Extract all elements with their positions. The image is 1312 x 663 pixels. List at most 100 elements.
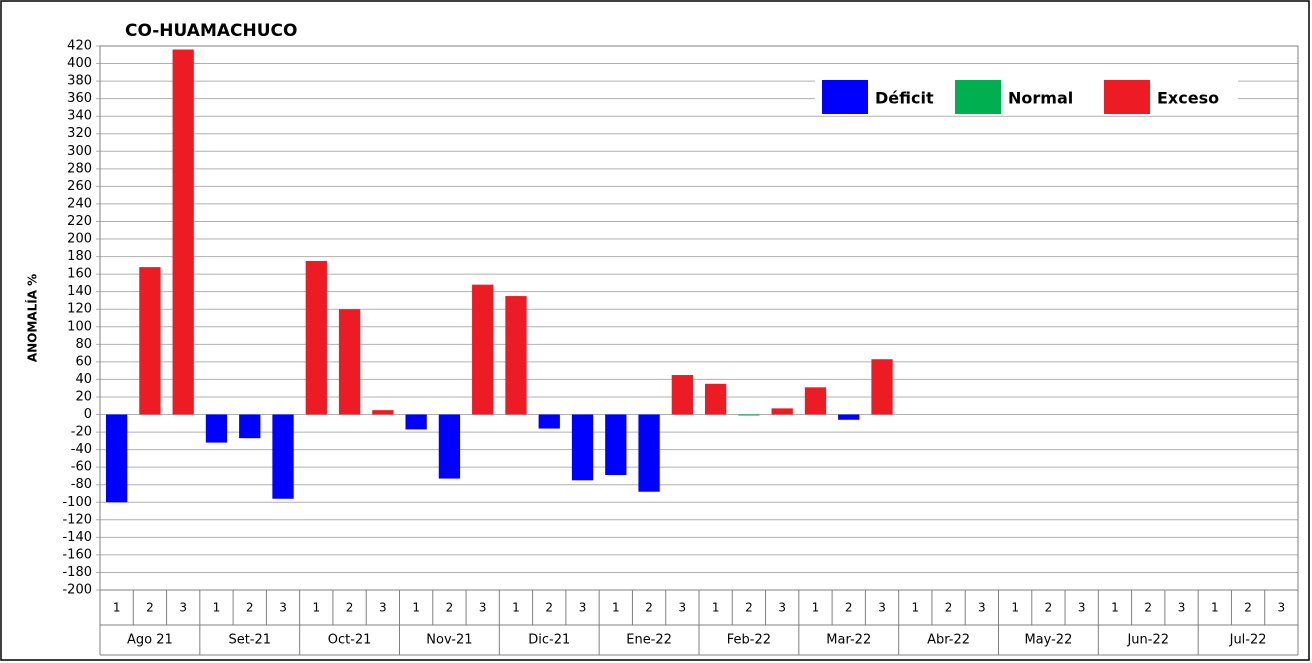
- bar: [704, 383, 727, 415]
- bar: [838, 414, 860, 420]
- x-tick-label: 3: [778, 601, 786, 615]
- x-tick-label: 1: [1211, 601, 1219, 615]
- x-tick-label: 2: [146, 601, 154, 615]
- x-tick-label: 2: [1244, 601, 1252, 615]
- legend-swatch: [955, 80, 1001, 114]
- y-tick-label: 240: [67, 196, 92, 211]
- x-tick-label: 2: [645, 601, 653, 615]
- x-tick-label: 1: [1111, 601, 1119, 615]
- x-tick-label: 1: [113, 601, 121, 615]
- y-tick-label: 400: [67, 56, 92, 71]
- bar: [172, 49, 194, 415]
- legend-label: Déficit: [875, 89, 934, 108]
- x-tick-label: 1: [712, 601, 720, 615]
- group-label: Jul-22: [1229, 633, 1267, 648]
- x-tick-label: 2: [246, 601, 254, 615]
- y-tick-label: -180: [62, 565, 92, 580]
- bar: [405, 414, 427, 430]
- group-label: Dic-21: [528, 633, 570, 648]
- x-tick-label: 3: [1078, 601, 1086, 615]
- bar: [139, 267, 161, 415]
- x-tick-label: 1: [213, 601, 221, 615]
- y-tick-label: 260: [67, 179, 92, 194]
- legend-label: Normal: [1008, 89, 1073, 108]
- bar: [804, 387, 827, 415]
- y-tick-label: 60: [75, 354, 92, 369]
- x-tick-label: 2: [446, 601, 454, 615]
- legend-swatch: [822, 80, 868, 114]
- x-tick-label: 2: [845, 601, 853, 615]
- bar: [871, 359, 893, 415]
- bar: [505, 296, 527, 415]
- y-tick-label: 420: [67, 39, 92, 54]
- bar: [372, 410, 394, 415]
- bar: [571, 414, 594, 481]
- group-label: Ene-22: [626, 633, 672, 648]
- y-tick-label: 20: [75, 389, 92, 404]
- x-tick-label: 2: [1045, 601, 1053, 615]
- y-tick-label: 320: [67, 126, 92, 141]
- x-tick-label: 2: [346, 601, 354, 615]
- group-label: Feb-22: [727, 633, 771, 648]
- y-tick-label: -40: [71, 442, 92, 457]
- x-tick-label: 1: [1011, 601, 1019, 615]
- x-tick-label: 3: [1278, 601, 1286, 615]
- y-tick-label: 300: [67, 144, 92, 159]
- x-tick-label: 2: [545, 601, 553, 615]
- y-tick-label: -140: [62, 530, 92, 545]
- x-tick-label: 3: [1178, 601, 1186, 615]
- y-tick-label: 0: [84, 407, 92, 422]
- bar: [605, 414, 627, 476]
- x-tick-label: 2: [945, 601, 953, 615]
- y-axis-label: ANOMALÍA %: [25, 274, 40, 362]
- y-tick-label: -100: [62, 495, 92, 510]
- bar: [338, 309, 361, 415]
- y-tick-label: 120: [67, 302, 92, 317]
- bar: [771, 408, 793, 415]
- x-tick-label: 1: [312, 601, 320, 615]
- y-tick-label: 200: [67, 232, 92, 247]
- y-tick-label: 160: [67, 267, 92, 282]
- y-tick-label: 100: [67, 319, 92, 334]
- bar: [305, 260, 327, 415]
- x-tick-label: 1: [612, 601, 620, 615]
- bar: [239, 414, 261, 439]
- group-label: Set-21: [228, 633, 271, 648]
- group-label: Mar-22: [826, 633, 871, 648]
- group-label: May-22: [1024, 633, 1072, 648]
- y-tick-label: 140: [67, 284, 92, 299]
- bar: [272, 414, 294, 499]
- x-tick-label: 3: [679, 601, 687, 615]
- legend-box: [815, 80, 1238, 114]
- group-label: Ago 21: [127, 633, 173, 648]
- x-tick-label: 3: [479, 601, 487, 615]
- group-label: Abr-22: [927, 633, 970, 648]
- y-tick-label: -120: [62, 512, 92, 527]
- bar: [438, 414, 461, 479]
- bar: [638, 414, 660, 492]
- bar: [738, 414, 760, 416]
- x-tick-label: 3: [579, 601, 587, 615]
- x-tick-label: 1: [412, 601, 420, 615]
- x-tick-label: 3: [878, 601, 886, 615]
- bar: [538, 414, 560, 429]
- y-tick-label: 280: [67, 161, 92, 176]
- bar: [205, 414, 228, 443]
- group-label: Oct-21: [328, 633, 372, 648]
- legend-swatch: [1104, 80, 1150, 114]
- x-tick-label: 3: [978, 601, 986, 615]
- y-tick-label: -80: [71, 477, 92, 492]
- y-tick-label: 340: [67, 109, 92, 124]
- y-tick-label: -20: [71, 425, 92, 440]
- x-tick-label: 3: [279, 601, 287, 615]
- x-tick-label: 3: [379, 601, 387, 615]
- bar: [671, 375, 694, 415]
- x-tick-label: 2: [1144, 601, 1152, 615]
- y-tick-label: 360: [67, 91, 92, 106]
- y-tick-label: -60: [71, 460, 92, 475]
- y-tick-label: -200: [62, 583, 92, 598]
- y-tick-label: 380: [67, 74, 92, 89]
- y-tick-label: -160: [62, 547, 92, 562]
- chart-title: CO-HUAMACHUCO: [125, 21, 297, 41]
